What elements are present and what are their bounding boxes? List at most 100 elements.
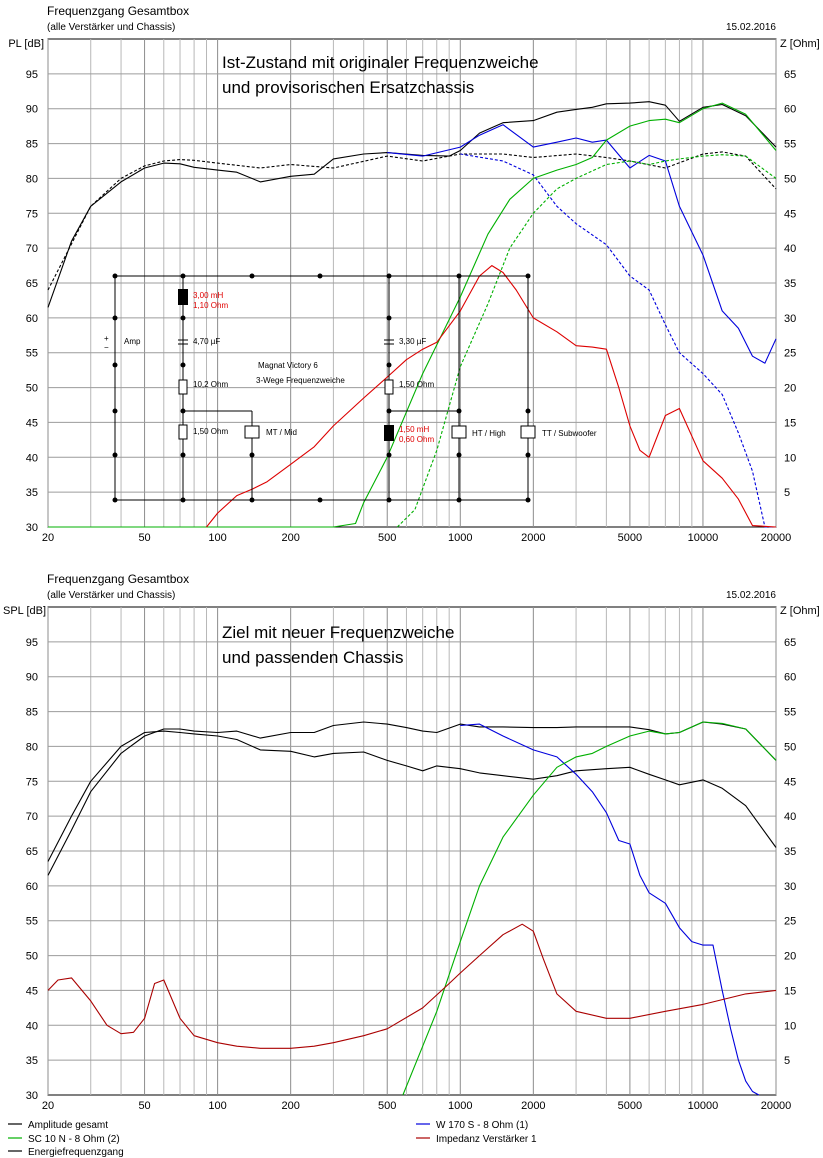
x-tick-label: 20 — [42, 1100, 54, 1112]
capacitor2-value: 3,30 µF — [399, 337, 426, 346]
chart-bottom: Frequenzgang Gesamtbox (alle Verstärker … — [3, 572, 820, 1158]
legend-impedance: Impedanz Verstärker 1 — [436, 1134, 537, 1145]
chart-bottom-date: 15.02.2016 — [726, 590, 776, 601]
y-tick-label: 40 — [26, 1020, 38, 1032]
resistor2-value: 1,50 Ohm — [193, 427, 228, 436]
y2-tick-label: 60 — [784, 104, 796, 116]
x-tick-label: 20000 — [761, 532, 792, 544]
y-tick-label: 65 — [26, 846, 38, 858]
series-line-0-3 — [460, 153, 776, 528]
series-line-0-1 — [47, 151, 777, 291]
y-tick-label: 90 — [26, 104, 38, 116]
x-tick-label: 500 — [378, 532, 396, 544]
svg-text:−: − — [104, 343, 109, 352]
x-tick-label: 1000 — [448, 1100, 472, 1112]
series-line-0-0 — [47, 101, 777, 308]
x-tick-label: 10000 — [688, 1100, 719, 1112]
y-tick-label: 95 — [26, 69, 38, 81]
y2-tick-label: 40 — [784, 243, 796, 255]
series-line-0-2 — [387, 124, 777, 364]
chart-bottom-title: Frequenzgang Gesamtbox — [47, 572, 189, 586]
y2-tick-label: 20 — [784, 951, 796, 963]
y2-tick-label: 35 — [784, 278, 796, 290]
y2-tick-label: 30 — [784, 313, 796, 325]
y2-tick-label: 40 — [784, 811, 796, 823]
speaker-sub-label: TT / Subwoofer — [542, 429, 597, 438]
y-tick-label: 35 — [26, 1055, 38, 1067]
y-tick-label: 30 — [26, 1090, 38, 1102]
y2-tick-label: 45 — [784, 776, 796, 788]
chart-top-grid — [47, 38, 777, 528]
crossover-labels: + − Amp 3,00 mH 1,10 Ohm 4,70 µF 10,2 Oh… — [104, 291, 597, 444]
chart-bottom-subtitle: (alle Verstärker und Chassis) — [47, 590, 175, 601]
x-tick-label: 2000 — [521, 532, 545, 544]
x-tick-label: 50 — [138, 1100, 150, 1112]
y2-tick-label: 65 — [784, 637, 796, 649]
y-tick-label: 90 — [26, 672, 38, 684]
x-tick-label: 1000 — [448, 532, 472, 544]
y-tick-label: 85 — [26, 139, 38, 151]
x-tick-label: 50 — [138, 532, 150, 544]
y-tick-label: 80 — [26, 741, 38, 753]
x-tick-label: 10000 — [688, 532, 719, 544]
y2-tick-label: 5 — [784, 487, 790, 499]
series-line-1-3 — [402, 721, 777, 1096]
y-tick-label: 80 — [26, 173, 38, 185]
legend-energy: Energiefrequenzgang — [28, 1147, 124, 1158]
speaker-mid-label: MT / Mid — [266, 428, 297, 437]
series-line-0-5 — [396, 154, 777, 528]
inductor2-value: 1,50 mH — [399, 425, 429, 434]
y-tick-label: 75 — [26, 776, 38, 788]
x-tick-label: 100 — [208, 532, 226, 544]
x-tick-label: 200 — [281, 532, 299, 544]
y2-tick-label: 45 — [784, 208, 796, 220]
chart-top-series — [47, 101, 777, 528]
inductor1-resistance: 1,10 Ohm — [193, 301, 228, 310]
series-line-1-4 — [47, 923, 777, 1049]
y-tick-label: 95 — [26, 637, 38, 649]
circuit-subtitle: 3-Wege Frequenzweiche — [256, 376, 345, 385]
series-line-1-2 — [460, 723, 760, 1096]
y-tick-label: 30 — [26, 522, 38, 534]
y2-tick-label: 15 — [784, 417, 796, 429]
series-line-1-1 — [47, 730, 777, 862]
chart-bottom-y2label: Z [Ohm] — [780, 605, 820, 617]
capacitor1-value: 4,70 µF — [193, 337, 220, 346]
x-tick-label: 2000 — [521, 1100, 545, 1112]
series-line-0-4 — [48, 102, 777, 528]
y2-tick-label: 30 — [784, 881, 796, 893]
y-tick-label: 60 — [26, 313, 38, 325]
inductor1-value: 3,00 mH — [193, 291, 223, 300]
y-tick-label: 70 — [26, 243, 38, 255]
y2-tick-label: 10 — [784, 1020, 796, 1032]
chart-top-y2label: Z [Ohm] — [780, 38, 820, 50]
y-tick-label: 75 — [26, 208, 38, 220]
y2-tick-label: 15 — [784, 985, 796, 997]
resistor3-value: 1,50 Ohm — [399, 380, 434, 389]
x-tick-label: 500 — [378, 1100, 396, 1112]
y2-tick-label: 25 — [784, 348, 796, 360]
chart-legend: Amplitude gesamt W 170 S - 8 Ohm (1) SC … — [8, 1120, 537, 1158]
y2-tick-label: 10 — [784, 452, 796, 464]
legend-woofer: W 170 S - 8 Ohm (1) — [436, 1120, 528, 1131]
y-tick-label: 50 — [26, 383, 38, 395]
x-tick-label: 20 — [42, 532, 54, 544]
y-tick-label: 45 — [26, 417, 38, 429]
y-tick-label: 85 — [26, 707, 38, 719]
y-tick-label: 40 — [26, 452, 38, 464]
y-tick-label: 55 — [26, 916, 38, 928]
chart-top: Frequenzgang Gesamtbox (alle Verstärker … — [8, 4, 819, 544]
y2-tick-label: 25 — [784, 916, 796, 928]
legend-tweeter: SC 10 N - 8 Ohm (2) — [28, 1134, 120, 1145]
y-tick-label: 65 — [26, 278, 38, 290]
chart-bottom-annotation-line2: und passenden Chassis — [222, 648, 403, 667]
y2-tick-label: 50 — [784, 173, 796, 185]
y-tick-label: 60 — [26, 881, 38, 893]
inductor2-resistance: 0,60 Ohm — [399, 435, 434, 444]
chart-bottom-series — [47, 721, 777, 1096]
x-tick-label: 100 — [208, 1100, 226, 1112]
chart-top-title: Frequenzgang Gesamtbox — [47, 4, 189, 18]
y-tick-label: 55 — [26, 348, 38, 360]
x-tick-label: 5000 — [618, 1100, 642, 1112]
